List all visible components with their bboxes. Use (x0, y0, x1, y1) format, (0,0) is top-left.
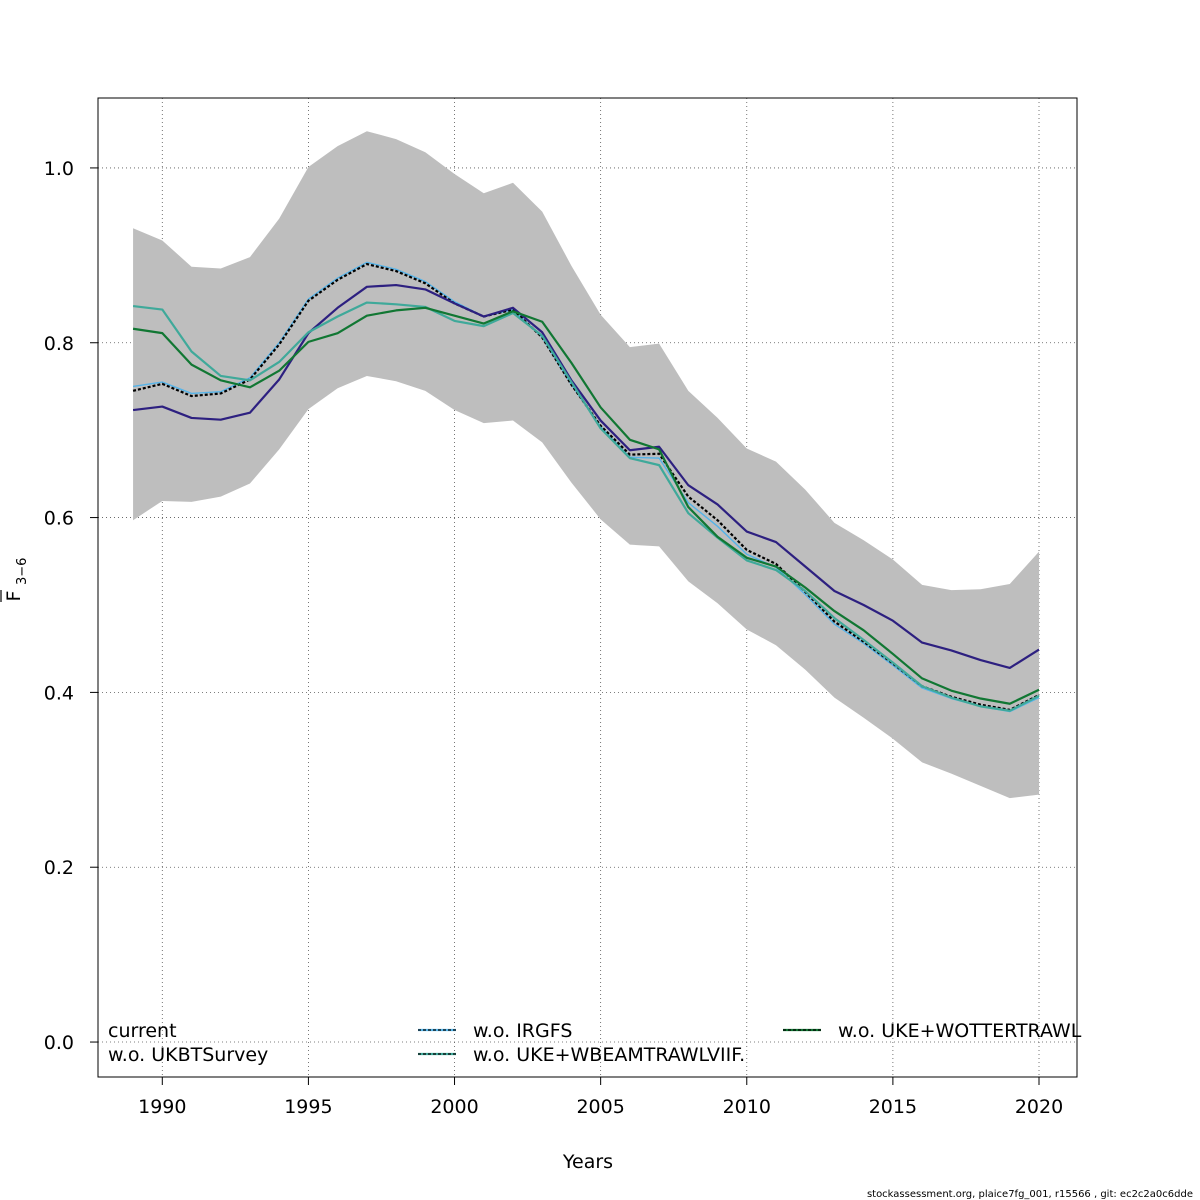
y-tick-label-0.0: 0.0 (44, 1032, 74, 1054)
x-tick-label-2000: 2000 (430, 1096, 478, 1118)
y-axis-title-main: F (3, 591, 25, 602)
x-axis-title: Years (562, 1151, 613, 1173)
series-line-4 (132, 306, 1040, 705)
x-tick-label-2015: 2015 (869, 1096, 917, 1118)
legend-label-4: w.o. UKE+WOTTERTRAWL (838, 1020, 1082, 1042)
series-line-3 (132, 301, 1040, 712)
legend-label-2: w.o. IRGFS (473, 1020, 572, 1042)
series-layer (132, 261, 1040, 713)
y-tick-label-0.4: 0.4 (44, 682, 74, 704)
confidence-band (133, 131, 1040, 799)
y-tick-label-0.6: 0.6 (44, 508, 74, 530)
x-tick-label-1990: 1990 (138, 1096, 186, 1118)
y-tick-label-0.8: 0.8 (44, 333, 74, 355)
footer-text: stockassessment.org, plaice7fg_001, r155… (867, 1189, 1193, 1200)
x-tick-label-2005: 2005 (576, 1096, 624, 1118)
legend-label-0: current (108, 1020, 177, 1042)
plot-frame (97, 97, 1078, 1078)
confidence-band-layer (133, 131, 1040, 799)
y-tick-label-1.0: 1.0 (44, 158, 74, 180)
x-tick-label-2020: 2020 (1015, 1096, 1063, 1118)
axes: 1990 1995 2000 2005 2010 2015 2020 0.0 0.2 0.4 0.6… (44, 158, 1063, 1118)
y-axis-title-sub: 3−6 (15, 558, 30, 585)
y-tick-label-0.2: 0.2 (44, 857, 74, 879)
legend-label-3: w.o. UKE+WBEAMTRAWLVIIF. (473, 1044, 745, 1066)
x-tick-label-2010: 2010 (723, 1096, 771, 1118)
y-axis-title: F 3−6 (0, 558, 30, 602)
x-tick-label-1995: 1995 (284, 1096, 332, 1118)
legend-label-1: w.o. UKBTSurvey (108, 1044, 268, 1066)
series-line-2 (132, 283, 1040, 670)
